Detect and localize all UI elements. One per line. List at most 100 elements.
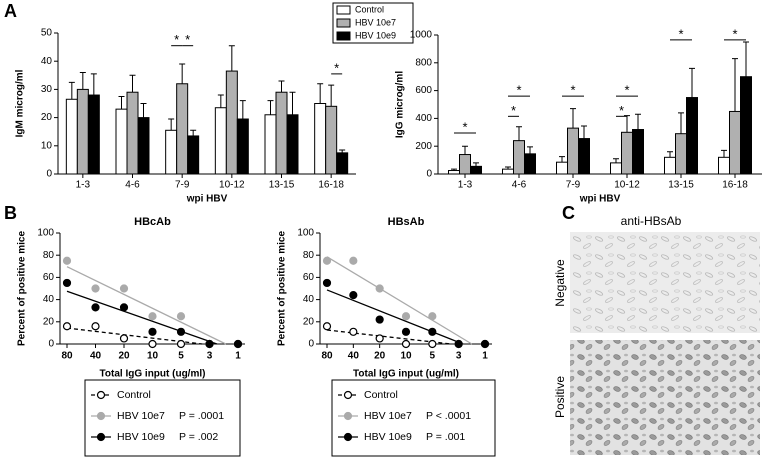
y-tick-label: 200 — [415, 141, 432, 152]
bar — [176, 83, 189, 175]
x-tick-label: 4-6 — [125, 180, 140, 191]
significance-label: * — [732, 26, 737, 41]
point — [401, 312, 411, 321]
error-bar — [68, 81, 75, 100]
row-label: Positive — [553, 376, 567, 418]
bar — [115, 108, 128, 175]
point — [428, 312, 437, 321]
significance-label: * — [185, 32, 190, 47]
legend-swatch — [336, 31, 351, 41]
x-tick-label: 10-12 — [219, 180, 245, 191]
x-tick-label: 1 — [482, 351, 488, 362]
point — [349, 291, 358, 300]
y-tick-label: 0 — [48, 339, 54, 350]
bar — [675, 133, 687, 175]
x-axis-label: Total IgG input (ug/ml) — [353, 369, 459, 380]
y-tick-label: 60 — [43, 272, 55, 283]
error-bar — [559, 156, 565, 163]
significance-label: * — [624, 83, 629, 98]
p-value: P = .001 — [426, 431, 465, 443]
significance-label: * — [334, 60, 339, 75]
error-bar — [678, 112, 684, 134]
x-axis-label: wpi HBV — [186, 194, 228, 205]
legend-box — [331, 379, 496, 457]
bar — [314, 103, 327, 175]
point — [428, 339, 437, 349]
point — [480, 339, 490, 349]
legend-label: HBV 10e9 — [117, 431, 165, 443]
legend-marker — [343, 390, 353, 400]
point — [401, 327, 411, 336]
y-tick-label: 600 — [415, 85, 432, 96]
y-axis-label: IgM microg/ml — [15, 69, 26, 137]
x-tick-label: 5 — [178, 351, 184, 362]
point — [91, 303, 100, 312]
point — [62, 256, 72, 265]
error-bar — [228, 45, 235, 72]
y-tick-label: 20 — [43, 316, 55, 327]
y-tick-label: 100 — [37, 228, 54, 239]
legend-label: HBV 10e7 — [117, 410, 165, 422]
point — [322, 322, 332, 331]
x-tick-label: 80 — [321, 351, 333, 362]
x-tick-label: 40 — [348, 351, 360, 362]
significance-label: * — [619, 103, 624, 118]
bar — [87, 94, 100, 175]
point — [62, 278, 72, 288]
legend-marker — [96, 432, 106, 442]
error-bar — [570, 108, 576, 129]
y-axis-label: Percent of positive mice — [277, 231, 288, 346]
error-bar — [179, 63, 186, 84]
significance-label: * — [174, 32, 179, 47]
panel-label: B — [4, 203, 17, 223]
y-tick-label: 80 — [43, 250, 55, 261]
error-bar — [527, 146, 533, 154]
point — [119, 334, 129, 343]
point — [401, 339, 411, 349]
legend-label: HBV 10e9 — [364, 431, 412, 443]
point — [148, 339, 157, 349]
bar — [325, 105, 338, 175]
panel-label: A — [4, 1, 17, 21]
x-tick-label: 80 — [61, 351, 73, 362]
point — [322, 278, 332, 288]
bar — [448, 170, 460, 175]
y-tick-label: 40 — [43, 294, 55, 305]
point — [119, 284, 129, 293]
error-bar — [581, 125, 587, 139]
error-bar — [239, 100, 246, 120]
y-axis-label: IgG microg/ml — [395, 71, 406, 138]
x-tick-label: 1-3 — [76, 180, 91, 191]
p-value: P = .002 — [179, 431, 218, 443]
point — [176, 339, 186, 349]
bar — [126, 91, 139, 175]
bar — [524, 153, 536, 175]
error-bar — [140, 103, 147, 118]
bar — [632, 129, 644, 175]
y-tick-label: 100 — [297, 228, 314, 239]
p-value: P < .0001 — [426, 410, 471, 422]
error-bar — [90, 73, 97, 96]
error-bar — [635, 113, 641, 130]
point — [233, 339, 243, 349]
x-tick-label: 10-12 — [614, 180, 640, 191]
y-tick-label: 20 — [303, 316, 315, 327]
point — [375, 334, 384, 343]
x-tick-label: 5 — [430, 351, 436, 362]
legend-marker — [96, 411, 106, 421]
legend-box — [84, 379, 241, 457]
point — [322, 256, 332, 265]
point — [176, 327, 186, 336]
x-axis-label: Total IgG input (ug/ml) — [100, 369, 206, 380]
significance-label: * — [516, 83, 521, 98]
legend-marker — [343, 432, 353, 442]
bar — [236, 118, 249, 175]
panel-label: C — [562, 203, 575, 223]
x-tick-label: 16-18 — [318, 180, 344, 191]
x-tick-label: 4-6 — [512, 180, 527, 191]
bar — [513, 140, 525, 175]
y-tick-label: 0 — [46, 169, 52, 180]
chart-title: HBcAb — [134, 216, 171, 228]
significance-label: * — [678, 26, 683, 41]
point — [91, 322, 100, 331]
